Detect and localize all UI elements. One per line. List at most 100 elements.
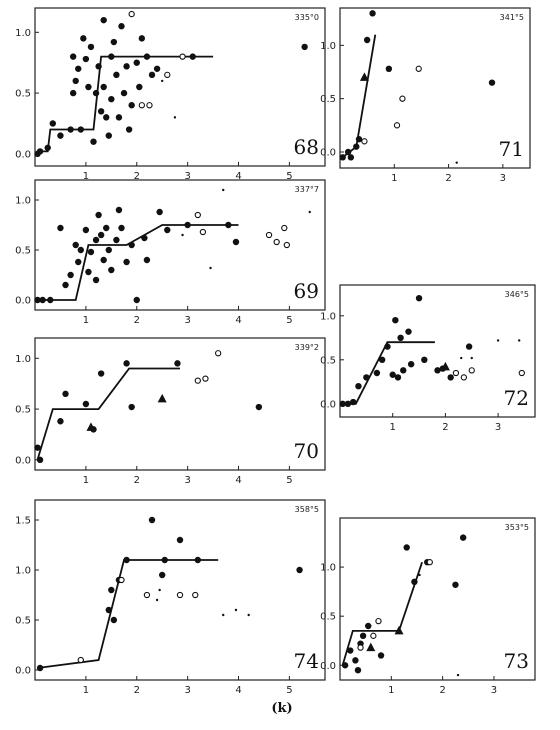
filled-point (447, 374, 454, 381)
filled-point (57, 418, 64, 425)
y-tick-label: 0.0 (15, 455, 31, 466)
filled-point (105, 246, 112, 254)
y-tick-label: 0.5 (320, 355, 336, 366)
filled-point (82, 55, 90, 63)
open-point (370, 632, 377, 639)
y-tick-label: 0.5 (15, 89, 31, 100)
filled-point (354, 666, 362, 674)
filled-point (397, 334, 404, 341)
filled-point (459, 534, 467, 541)
open-point (77, 656, 84, 664)
filled-point (80, 35, 87, 42)
filled-point (133, 59, 140, 66)
filled-point (156, 208, 163, 216)
filled-point (69, 53, 77, 60)
x-tick-label: 2 (134, 685, 140, 696)
filled-point (72, 77, 79, 85)
filled-point (75, 258, 82, 266)
filled-point (103, 224, 110, 232)
filled-point (115, 114, 123, 121)
x-tick-label: 3 (184, 685, 190, 696)
panel-label: 358°5 (295, 505, 319, 514)
filled-point (85, 83, 92, 91)
filled-point (123, 63, 130, 70)
filled-point (97, 108, 105, 115)
filled-point (394, 374, 402, 381)
filled-point (128, 102, 135, 109)
filled-point (296, 566, 303, 574)
filled-point (355, 383, 362, 390)
filled-point (363, 374, 370, 381)
filled-point (225, 221, 232, 229)
filled-point (341, 662, 349, 669)
panel-frame (34, 337, 326, 471)
small-dot (517, 339, 521, 342)
x-tick-label: 2 (445, 173, 451, 184)
x-tick-label: 5 (286, 315, 292, 326)
small-dot (222, 613, 225, 617)
filled-point (128, 241, 135, 249)
panel-number: 70 (294, 439, 319, 463)
x-tick-label: 4 (235, 475, 241, 486)
y-tick-label: 0.0 (15, 666, 31, 677)
open-point (118, 576, 125, 584)
filled-point (407, 361, 415, 368)
triangle-point (394, 625, 404, 635)
open-point (164, 71, 171, 78)
small-dot (209, 266, 212, 270)
filled-point (108, 266, 115, 274)
filled-point (148, 71, 156, 79)
x-tick-label: 3 (184, 315, 190, 326)
small-dot (456, 673, 460, 677)
panel-number: 74 (294, 649, 319, 673)
panel-number: 69 (294, 279, 319, 303)
small-dot (234, 608, 238, 612)
x-tick-label: 1 (83, 685, 89, 696)
filled-point (384, 343, 391, 350)
panel-73: 1 2 3 0.0 0.5 1.0 353°5 73 (320, 517, 536, 696)
filled-point (72, 241, 79, 249)
open-point (179, 53, 186, 60)
filled-point (77, 126, 84, 133)
filled-point (136, 83, 143, 91)
filled-point (352, 657, 359, 664)
x-tick-label: 2 (134, 315, 140, 326)
y-tick-label: 1.0 (15, 354, 31, 365)
small-dot (222, 188, 225, 192)
filled-point (184, 221, 191, 229)
filled-point (339, 154, 346, 161)
panel-number: 72 (504, 386, 529, 410)
filled-point (344, 400, 352, 407)
filled-point (158, 571, 166, 579)
x-tick-label: 4 (235, 171, 241, 182)
x-tick-label: 3 (184, 475, 190, 486)
filled-point (385, 65, 393, 73)
open-point (273, 238, 280, 246)
open-point (452, 369, 460, 377)
y-tick-label: 1.0 (320, 311, 336, 322)
filled-point (95, 211, 102, 219)
filled-point (148, 516, 156, 524)
small-dot (470, 356, 473, 360)
filled-point (108, 586, 115, 594)
filled-point (141, 234, 148, 242)
filled-point (97, 231, 105, 239)
filled-point (34, 296, 41, 304)
filled-point (36, 456, 44, 464)
filled-point (153, 65, 161, 72)
filled-point (421, 356, 428, 363)
filled-point (44, 144, 51, 151)
filled-point (465, 343, 473, 350)
filled-point (339, 400, 346, 407)
panel-number: 68 (294, 135, 319, 159)
filled-point (113, 71, 120, 79)
small-dot (460, 356, 463, 360)
filled-point (143, 256, 151, 264)
open-point (146, 102, 153, 109)
filled-point (67, 271, 74, 279)
open-point (194, 211, 201, 219)
fit-line (37, 224, 239, 301)
filled-point (255, 403, 263, 411)
triangle-point (366, 642, 376, 652)
